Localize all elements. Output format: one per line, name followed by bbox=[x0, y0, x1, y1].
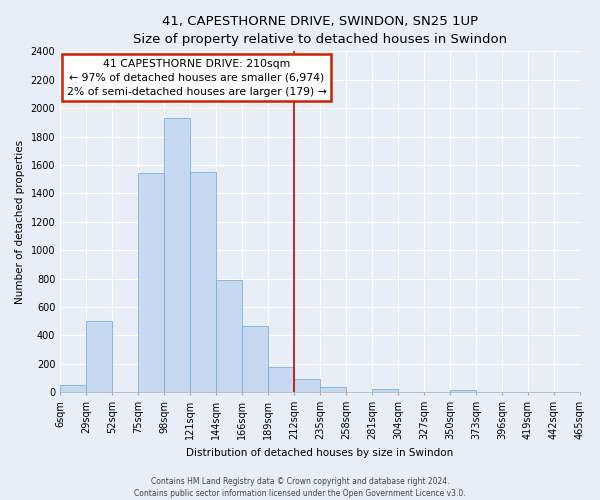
Bar bbox=[138, 174, 164, 392]
Bar bbox=[164, 118, 190, 392]
Bar bbox=[60, 385, 86, 392]
Bar bbox=[372, 388, 398, 392]
Bar bbox=[450, 390, 476, 392]
X-axis label: Distribution of detached houses by size in Swindon: Distribution of detached houses by size … bbox=[187, 448, 454, 458]
Bar bbox=[320, 387, 346, 392]
Y-axis label: Number of detached properties: Number of detached properties bbox=[15, 140, 25, 304]
Bar bbox=[268, 368, 294, 392]
Bar bbox=[242, 326, 268, 392]
Bar bbox=[190, 172, 216, 392]
Text: Contains HM Land Registry data © Crown copyright and database right 2024.
Contai: Contains HM Land Registry data © Crown c… bbox=[134, 476, 466, 498]
Bar bbox=[86, 321, 112, 392]
Title: 41, CAPESTHORNE DRIVE, SWINDON, SN25 1UP
Size of property relative to detached h: 41, CAPESTHORNE DRIVE, SWINDON, SN25 1UP… bbox=[133, 15, 507, 46]
Bar bbox=[294, 380, 320, 392]
Text: 41 CAPESTHORNE DRIVE: 210sqm
← 97% of detached houses are smaller (6,974)
2% of : 41 CAPESTHORNE DRIVE: 210sqm ← 97% of de… bbox=[67, 58, 326, 96]
Bar bbox=[216, 280, 242, 392]
